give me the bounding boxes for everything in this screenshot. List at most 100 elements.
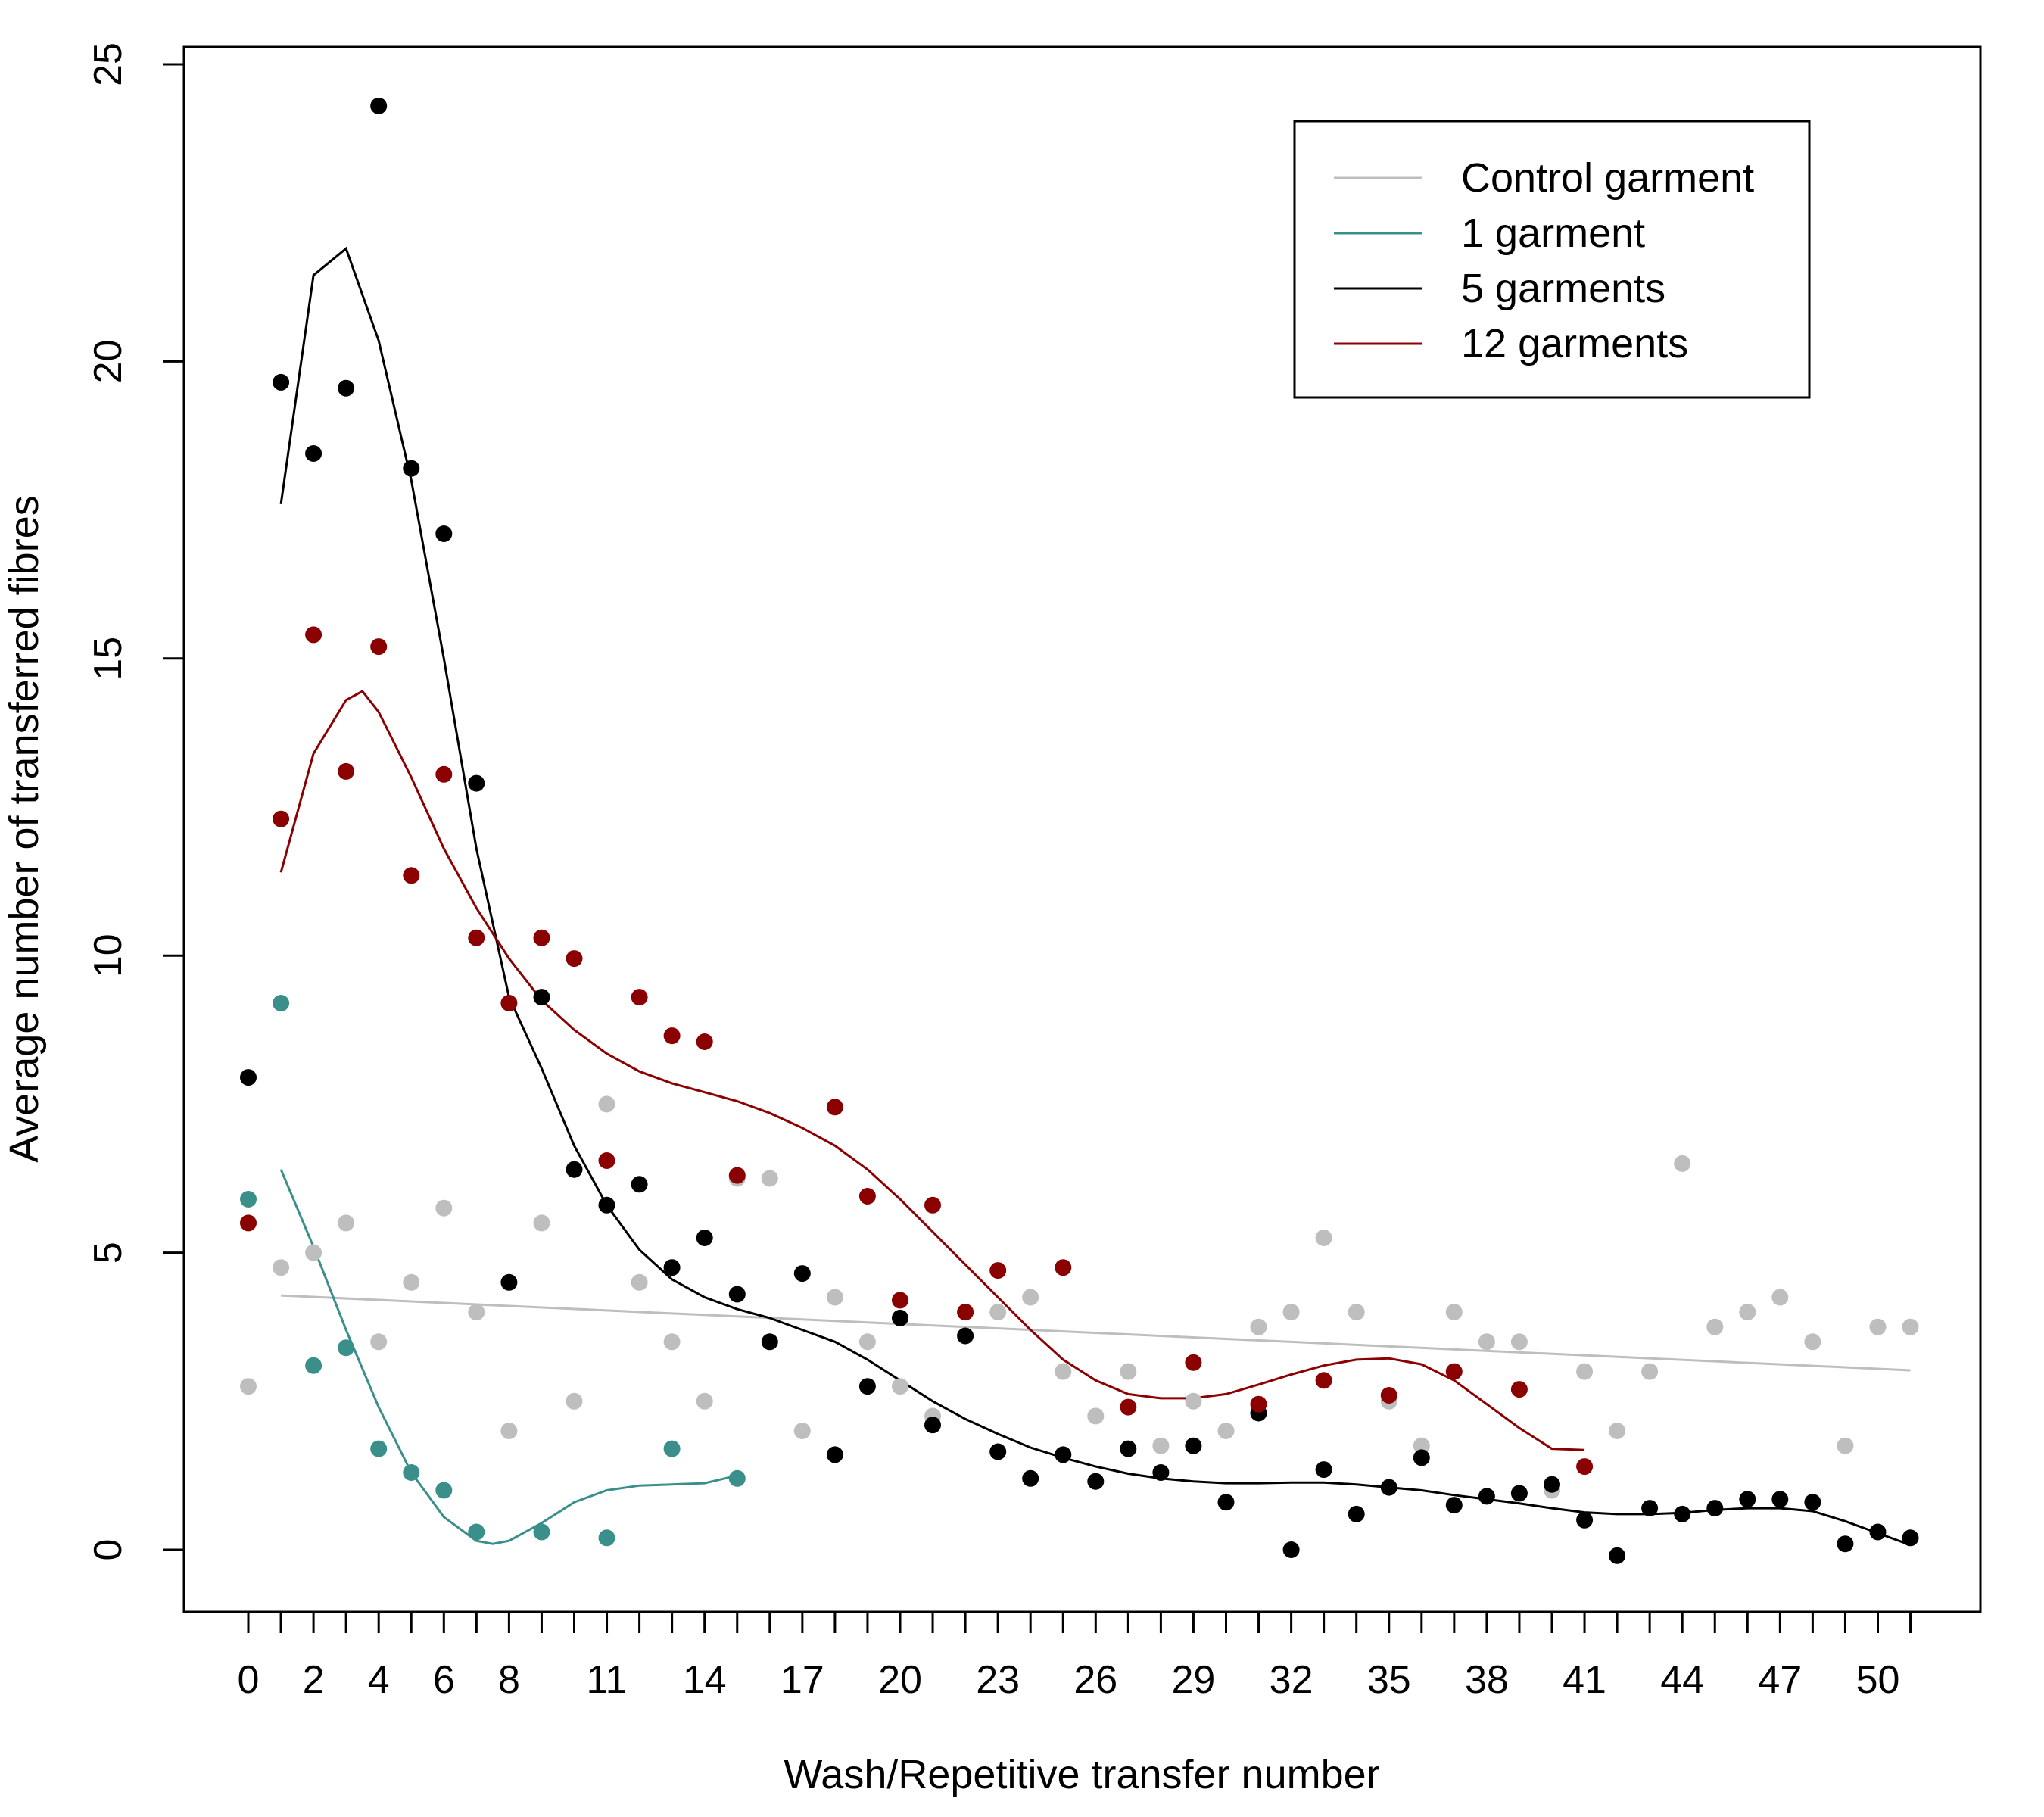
y-axis-title: Average number of transferred fibres [2,495,47,1162]
data-point-series-3 [924,1196,941,1214]
data-point-series-0 [793,1423,811,1439]
data-point-series-3 [1250,1395,1267,1413]
data-point-series-1 [240,1191,257,1208]
trend-line-series-0 [281,1294,1911,1372]
data-point-series-0 [826,1289,843,1306]
data-point-series-2 [1478,1488,1495,1505]
x-tick-label: 50 [1856,1658,1900,1702]
data-point-series-0 [1609,1423,1626,1439]
data-point-series-0 [1250,1318,1267,1335]
data-point-series-0 [1152,1437,1170,1454]
data-point-series-2 [1282,1541,1300,1558]
data-point-series-2 [1022,1469,1039,1487]
data-point-series-0 [370,1333,388,1351]
data-point-series-0 [1478,1333,1495,1351]
data-point-series-2 [1771,1491,1789,1508]
x-tick-label: 2 [303,1658,325,1702]
data-point-series-2 [403,460,420,477]
data-point-series-3 [240,1214,257,1232]
data-point-series-0 [1413,1437,1430,1454]
x-axis-title: Wash/Repetitive transfer number [784,1752,1379,1797]
data-point-series-2 [1869,1523,1887,1541]
data-point-series-1 [663,1440,681,1457]
x-tick-label: 35 [1367,1658,1411,1702]
data-point-series-2 [273,373,290,391]
data-point-series-3 [1576,1458,1594,1476]
data-point-series-2 [500,1273,518,1291]
x-tick-label: 20 [878,1658,922,1702]
data-point-series-1 [435,1482,453,1499]
y-tick-label: 15 [86,637,130,681]
data-point-series-2 [468,774,485,792]
legend-items: Control garment 1 garment 5 garments 12 gar… [1334,155,1754,366]
data-point-series-3 [1120,1398,1137,1416]
data-point-series-2 [892,1309,908,1326]
legend: Control garment 1 garment 5 garments 12 gar… [1293,120,1811,399]
data-point-series-0 [1022,1289,1039,1306]
data-point-series-2 [1706,1500,1724,1517]
data-point-series-0 [858,1333,876,1351]
data-point-series-0 [663,1333,681,1351]
data-point-series-0 [761,1170,778,1187]
data-point-series-2 [1185,1437,1202,1454]
data-point-series-2 [989,1443,1007,1460]
data-point-series-3 [631,989,648,1006]
data-point-series-2 [793,1265,811,1282]
data-point-series-2 [1055,1446,1072,1463]
y-tick-label: 5 [86,1242,130,1264]
x-tick-label: 0 [238,1658,260,1702]
data-point-series-3 [663,1027,681,1045]
data-point-series-3 [305,626,322,644]
data-point-series-0 [273,1259,290,1276]
data-point-series-2 [1087,1473,1105,1490]
legend-label-series-1: 1 garment [1461,210,1645,256]
data-point-series-2 [1152,1464,1170,1481]
data-point-series-2 [1315,1461,1332,1479]
data-point-series-0 [1837,1437,1854,1454]
data-point-series-0 [566,1392,583,1410]
data-point-series-2 [761,1333,778,1351]
data-point-series-3 [858,1188,876,1205]
x-tick-label: 32 [1270,1658,1313,1702]
data-point-series-2 [566,1161,583,1178]
x-tick-label: 41 [1563,1658,1606,1702]
data-point-series-0 [1055,1363,1072,1380]
y-tick-label: 25 [86,42,130,86]
trend-lines [279,246,1912,1547]
data-point-series-0 [1902,1318,1919,1335]
data-point-series-0 [435,1199,453,1217]
data-point-series-3 [826,1099,843,1116]
data-point-series-2 [533,989,550,1006]
data-point-series-3 [1510,1381,1528,1398]
data-point-series-0 [1185,1392,1202,1410]
data-point-series-0 [533,1214,550,1232]
data-point-series-2 [1902,1529,1919,1547]
trend-line-series-2 [279,246,1912,1547]
data-point-series-0 [1739,1304,1756,1321]
x-axis: 0 2 4 6 8 11 14 17 20 23 26 29 32 35 38 41 44 47 50 [238,1610,1912,1702]
data-point-series-0 [403,1273,420,1291]
trend-line-series-3 [279,690,1585,1451]
data-point-series-0 [1315,1230,1332,1246]
data-point-series-2 [370,97,388,114]
data-point-series-2 [1674,1505,1691,1522]
data-point-series-1 [338,1339,355,1357]
data-point-series-0 [631,1273,648,1291]
y-tick-label: 0 [86,1539,130,1561]
data-point-series-2 [728,1286,746,1303]
y-tick-label: 20 [86,339,130,383]
data-point-series-0 [1348,1304,1365,1321]
x-tick-label: 44 [1660,1658,1704,1702]
data-point-series-3 [598,1152,615,1169]
x-tick-label: 6 [433,1658,455,1702]
data-point-series-3 [1055,1259,1072,1276]
data-point-series-3 [533,929,550,946]
x-tick-label: 23 [976,1658,1020,1702]
data-point-series-3 [338,762,355,780]
data-point-series-2 [240,1069,257,1086]
x-tick-label: 11 [587,1658,628,1702]
x-tick-label: 38 [1465,1658,1509,1702]
data-point-series-0 [1576,1363,1594,1380]
data-point-series-1 [533,1523,550,1541]
